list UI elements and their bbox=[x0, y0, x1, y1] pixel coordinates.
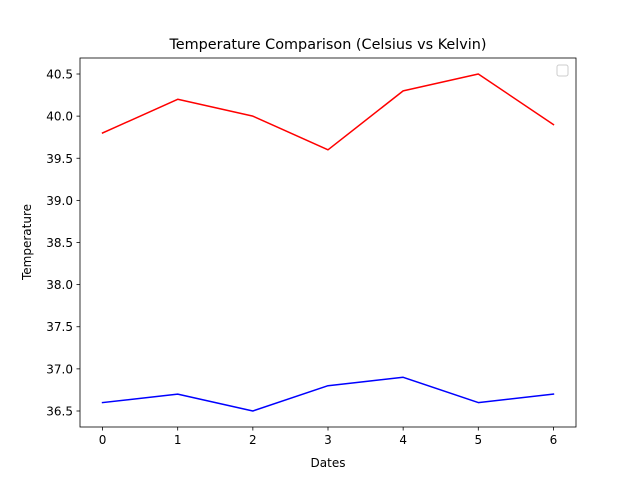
chart-title: Temperature Comparison (Celsius vs Kelvi… bbox=[168, 37, 486, 53]
x-tick-label: 0 bbox=[99, 433, 107, 447]
x-tick-label: 6 bbox=[550, 433, 558, 447]
y-tick-label: 37.5 bbox=[46, 320, 73, 334]
y-tick-label: 39.5 bbox=[46, 152, 73, 166]
y-tick-label: 40.0 bbox=[46, 110, 73, 124]
y-axis-title: Temperature bbox=[20, 204, 34, 281]
y-tick-label: 37.0 bbox=[46, 362, 73, 376]
legend-frame bbox=[556, 64, 569, 77]
x-tick-label: 3 bbox=[324, 433, 332, 447]
plot-area: 0 1 2 3 4 5 6 36.5 37.0 37.5 38.0 38.5 39.0 39.5 40.0 4… bbox=[46, 57, 577, 447]
y-tick-label: 40.5 bbox=[46, 68, 73, 82]
x-tick-label: 4 bbox=[399, 433, 407, 447]
y-tick-label: 36.5 bbox=[46, 404, 73, 418]
y-tick-label: 39.0 bbox=[46, 194, 73, 208]
y-tick-label: 38.0 bbox=[46, 278, 73, 292]
series-line-1 bbox=[101, 376, 555, 412]
x-tick-label: 1 bbox=[174, 433, 182, 447]
series-line-0 bbox=[101, 73, 555, 151]
legend bbox=[556, 64, 569, 77]
y-tick-label: 38.5 bbox=[46, 236, 73, 250]
x-tick-label: 2 bbox=[249, 433, 257, 447]
x-axis-title: Dates bbox=[311, 456, 346, 470]
x-tick-label: 5 bbox=[474, 433, 482, 447]
